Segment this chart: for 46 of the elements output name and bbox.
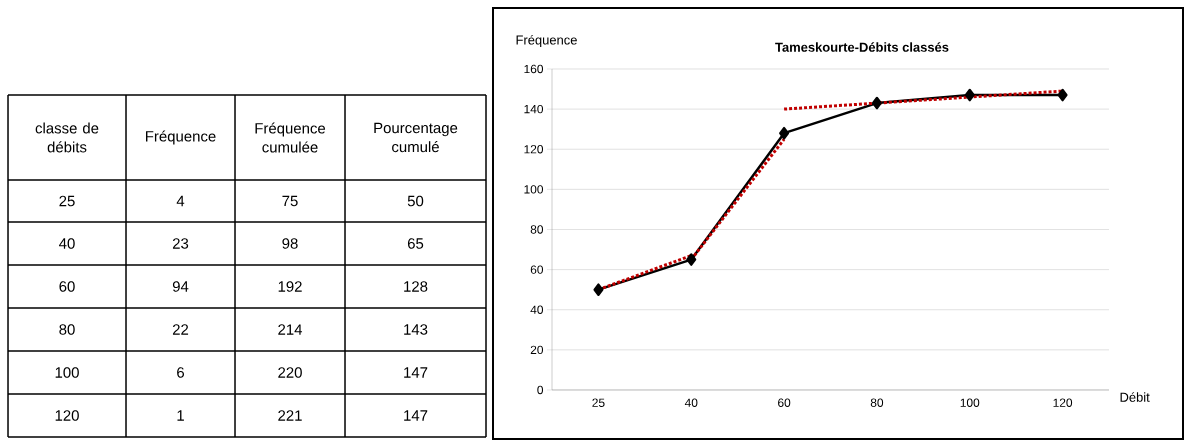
category-label: 100 bbox=[55, 367, 79, 378]
data-label: 220 bbox=[278, 367, 302, 378]
text: Pourcentage cumulé bbox=[374, 122, 458, 153]
x-tick-label: 100 bbox=[960, 398, 980, 407]
text: Fréquence bbox=[146, 130, 216, 145]
data-label: 147 bbox=[404, 410, 428, 421]
x-axis-title: Débit bbox=[1120, 392, 1150, 402]
chart-title: Tameskourte-Débits classés bbox=[775, 42, 949, 52]
category-label: 120 bbox=[55, 410, 79, 421]
y-tick-label: 120 bbox=[524, 145, 544, 154]
x-tick-label: 40 bbox=[684, 398, 698, 407]
y-tick-label: 140 bbox=[524, 104, 544, 114]
category-label: 60 bbox=[59, 281, 75, 292]
text: classe de débits bbox=[35, 122, 99, 153]
y-tick-label: 0 bbox=[537, 385, 544, 395]
x-tick-label: 60 bbox=[778, 398, 791, 407]
y-axis-title: Fréquence bbox=[516, 34, 577, 48]
data-label: 4 bbox=[176, 195, 185, 207]
y-tick-label: 160 bbox=[524, 64, 544, 74]
y-tick-label: 60 bbox=[530, 265, 544, 274]
data-label: 128 bbox=[404, 281, 428, 292]
y-tick-label: 40 bbox=[530, 305, 544, 314]
data-label: 147 bbox=[404, 367, 428, 378]
x-tick-label: 120 bbox=[1053, 398, 1073, 407]
data-label: 23 bbox=[172, 238, 189, 249]
x-tick-label: 80 bbox=[870, 398, 884, 407]
text: Fréquence cumulée bbox=[255, 122, 326, 153]
data-label: 75 bbox=[282, 195, 298, 207]
data-label: 221 bbox=[278, 410, 302, 421]
y-tick-label: 80 bbox=[530, 225, 544, 234]
data-label: 192 bbox=[278, 281, 302, 292]
y-tick-label: 20 bbox=[530, 345, 544, 355]
data-label: 98 bbox=[282, 238, 298, 249]
category-label: 25 bbox=[59, 195, 75, 207]
data-label: 50 bbox=[407, 195, 424, 207]
data-label: 6 bbox=[177, 367, 185, 378]
y-tick-label: 100 bbox=[524, 185, 544, 194]
x-tick-label: 25 bbox=[592, 398, 605, 407]
data-label: 143 bbox=[404, 324, 428, 335]
category-label: 80 bbox=[59, 324, 75, 335]
data-label: 22 bbox=[172, 324, 189, 335]
data-label: 1 bbox=[177, 410, 184, 421]
data-label: 94 bbox=[172, 281, 189, 292]
category-label: 40 bbox=[59, 238, 75, 249]
data-label: 214 bbox=[278, 324, 303, 335]
data-label: 65 bbox=[407, 238, 424, 249]
